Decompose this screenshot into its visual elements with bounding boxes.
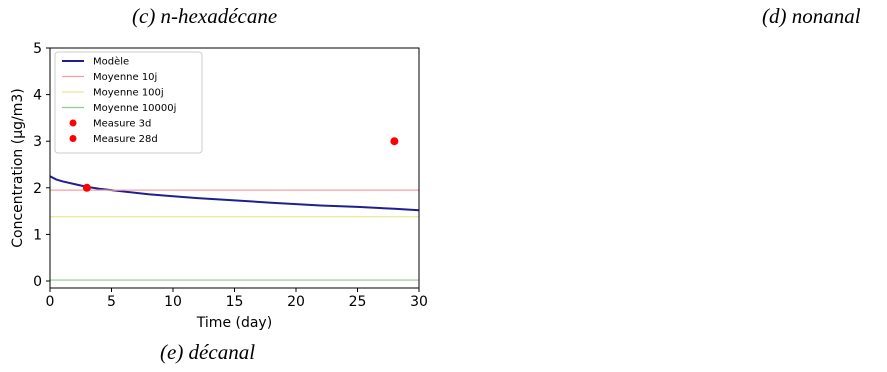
y-tick-label-4: 4 [33, 88, 42, 104]
x-tick-label-2: 10 [164, 294, 182, 310]
legend: Modèle Moyenne 10j Moyenne 100j Moyenne 100… [54, 51, 203, 154]
legend-label-0: Modèle [93, 56, 129, 68]
y-tick-label-1: 1 [33, 227, 42, 243]
caption-e: (e) décanal [160, 340, 256, 364]
legend-label-2: Moyenne 100j [93, 88, 164, 99]
x-axis-label: Time (day) [196, 315, 272, 331]
series-layer [49, 137, 420, 281]
axis-ticks: 0 5 10 15 20 25 30 0 1 2 3 4 5 [33, 41, 428, 310]
y-tick-label-5: 5 [33, 41, 42, 57]
y-tick-label-3: 3 [33, 134, 42, 150]
legend-label-3: Moyenne 10000j [93, 103, 176, 114]
legend-marker-4 [69, 119, 77, 127]
x-tick-label-0: 0 [46, 294, 55, 310]
x-tick-label-1: 5 [107, 294, 116, 310]
x-tick-label-3: 15 [226, 294, 244, 310]
x-tick-label-5: 25 [349, 294, 367, 310]
x-tick-label-6: 30 [410, 294, 428, 310]
data-point-5-0 [390, 137, 399, 146]
legend-label-1: Moyenne 10j [93, 72, 157, 83]
caption-c: (c) n-hexadécane [132, 4, 278, 28]
legend-label-4: Measure 3d [93, 119, 151, 130]
y-tick-label-0: 0 [33, 274, 42, 290]
series-line-0 [49, 175, 420, 212]
legend-box [54, 51, 203, 154]
y-tick-label-2: 2 [33, 181, 42, 197]
caption-d: (d) nonanal [762, 4, 861, 28]
legend-label-5: Measure 28d [93, 134, 158, 145]
x-tick-label-4: 20 [287, 294, 305, 310]
legend-marker-5 [69, 135, 77, 142]
y-axis-label: Concentration (µg/m3) [10, 88, 26, 247]
data-point-4-0 [82, 183, 91, 192]
